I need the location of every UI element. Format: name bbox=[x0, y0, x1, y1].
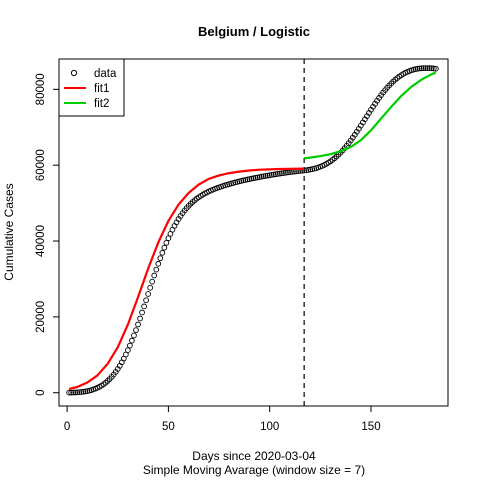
legend: data fit1 fit2 bbox=[59, 59, 124, 116]
x-axis-title: Days since 2020-03-04 bbox=[192, 449, 316, 463]
y-axis-title: Cumulative Cases bbox=[2, 183, 16, 280]
x-tick-label: 100 bbox=[260, 421, 279, 433]
legend-entry-fit2: fit2 bbox=[94, 98, 109, 110]
chart-title: Belgium / Logistic bbox=[198, 24, 310, 39]
y-tick-label: 0 bbox=[35, 390, 47, 396]
x-tick-label: 150 bbox=[361, 421, 380, 433]
y-tick-label: 80000 bbox=[35, 73, 47, 105]
legend-entry-data: data bbox=[94, 68, 117, 80]
x-tick-label: 0 bbox=[64, 421, 70, 433]
x-tick-label: 50 bbox=[162, 421, 175, 433]
y-tick-label: 40000 bbox=[35, 225, 47, 257]
legend-entry-fit1: fit1 bbox=[94, 83, 109, 95]
y-tick-label: 20000 bbox=[35, 301, 47, 333]
x-axis-subtitle: Simple Moving Avarage (window size = 7) bbox=[143, 463, 365, 477]
y-tick-label: 60000 bbox=[35, 149, 47, 181]
